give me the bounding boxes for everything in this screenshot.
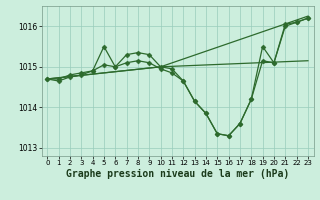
- X-axis label: Graphe pression niveau de la mer (hPa): Graphe pression niveau de la mer (hPa): [66, 169, 289, 179]
